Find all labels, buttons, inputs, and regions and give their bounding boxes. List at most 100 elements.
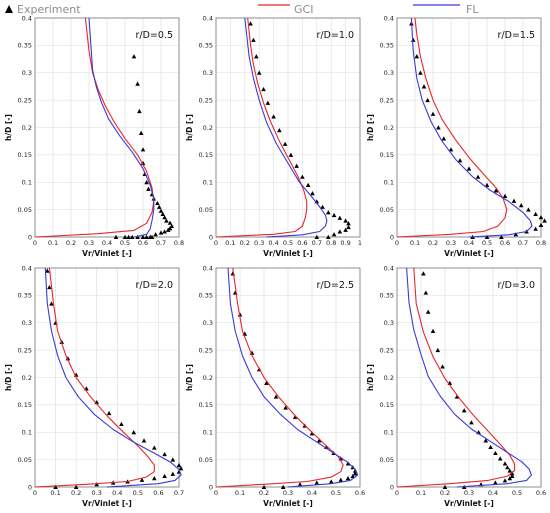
y-tick-label: 0.4: [203, 14, 213, 22]
experiment-point: [454, 394, 460, 399]
x-tick-label: 0.7: [156, 239, 166, 247]
experiment-point: [139, 477, 145, 482]
y-tick-label: 0.3: [384, 69, 394, 77]
experiment-point: [421, 84, 427, 89]
experiment-point: [144, 234, 149, 239]
gci-series-line: [396, 267, 516, 488]
experiment-point: [538, 215, 544, 220]
y-tick-label: 0.1: [203, 429, 213, 437]
experiment-point: [162, 215, 167, 220]
plot-frame: [215, 17, 361, 238]
x-tick-label: 0.6: [297, 239, 307, 247]
experiment-point: [131, 430, 137, 435]
y-tick-label: 0.2: [22, 124, 32, 132]
experiment-point: [144, 180, 149, 185]
experiment-point: [170, 457, 176, 462]
experiment-point: [135, 234, 140, 239]
x-tick-label: 0.3: [446, 239, 456, 247]
experiment-point: [345, 461, 351, 466]
experiment-point: [499, 234, 504, 239]
x-tick-label: 0: [395, 239, 399, 247]
experiment-point: [507, 476, 513, 481]
x-tick-label: 0.5: [482, 239, 492, 247]
experiment-point: [352, 471, 358, 476]
x-tick-label: 0.1: [416, 489, 426, 497]
fl-series-line: [406, 267, 532, 488]
y-tick-label: 0.15: [18, 151, 32, 159]
x-tick-label: 0.1: [410, 239, 420, 247]
y-tick-label: 0.15: [199, 151, 213, 159]
experiment-point: [271, 114, 276, 119]
x-tick-label: 0.2: [71, 489, 81, 497]
experiment-point: [430, 328, 436, 333]
gci-series-line: [396, 17, 508, 238]
fl-series-line: [227, 267, 359, 488]
experiment-point: [448, 147, 454, 152]
panel-title: r/D=3.0: [498, 280, 536, 291]
experiment-point: [440, 364, 445, 369]
y-tick-label: 0.15: [380, 151, 394, 159]
experiment-point: [483, 438, 489, 443]
y-tick-label: 0.2: [384, 374, 394, 382]
experiment-point: [282, 141, 288, 146]
y-tick-label: 0.1: [203, 179, 213, 187]
experiment-point: [131, 54, 137, 59]
experiment-point: [421, 271, 426, 276]
experiment-point: [49, 301, 54, 306]
x-tick-label: 0.1: [48, 239, 58, 247]
experiment-point: [156, 204, 162, 209]
y-tick-label: 0: [209, 483, 213, 491]
x-tick-label: 0.6: [355, 489, 365, 497]
y-tick-label: 0: [390, 483, 394, 491]
x-tick-label: 0.7: [312, 239, 322, 247]
experiment-point: [146, 186, 151, 191]
y-tick-label: 0.1: [22, 429, 32, 437]
y-axis-label: h/D [-]: [366, 114, 375, 141]
x-tick-label: 0.3: [464, 489, 474, 497]
chart-panel-6: 0 0.1 0.2 0.3 0.4 0.5 0.6 0 0.05 0.1 0.15 0.2 0.25 0.…: [366, 264, 546, 508]
panel-title: r/D=1.0: [317, 30, 355, 41]
x-axis-label: Vr/Vinlet [-]: [263, 249, 313, 258]
y-tick-label: 0.15: [380, 401, 394, 409]
experiment-point: [466, 166, 472, 171]
experiment-point: [162, 451, 167, 457]
panel-title: r/D=2.5: [317, 280, 355, 291]
experiment-point: [178, 466, 184, 471]
fl-series-line: [244, 17, 328, 238]
x-tick-label: 0.2: [240, 239, 250, 247]
experiment-point: [273, 394, 279, 399]
x-tick-label: 0: [33, 239, 37, 247]
x-tick-label: 0.3: [84, 239, 94, 247]
y-tick-label: 0.4: [384, 14, 394, 22]
experiment-point: [484, 234, 490, 239]
experiment-point: [300, 174, 305, 179]
y-tick-label: 0.4: [203, 264, 213, 272]
y-tick-label: 0.25: [18, 96, 32, 104]
y-axis-label: h/D [-]: [185, 114, 194, 141]
experiment-point: [475, 174, 481, 179]
x-tick-label: 0.5: [133, 489, 143, 497]
experiment-point: [414, 54, 420, 59]
y-tick-label: 0.25: [380, 346, 394, 354]
experiment-point: [129, 234, 135, 239]
experiment-point: [158, 230, 164, 235]
experiment-point: [140, 147, 146, 152]
experiment-point: [138, 130, 144, 135]
experiment-point: [343, 227, 348, 232]
experiment-point: [337, 229, 343, 234]
experiment-point: [140, 234, 146, 239]
experiment-point: [436, 125, 441, 130]
chart-panel-5: 0 0.1 0.2 0.3 0.4 0.5 0.6 0 0.05 0.1 0.15 0.2 0.25 0.…: [185, 264, 365, 508]
fl-series-line: [410, 17, 533, 238]
experiment-point: [442, 484, 448, 489]
y-tick-label: 0.25: [380, 96, 394, 104]
experiment-point: [122, 234, 128, 239]
y-axis-label: h/D [-]: [185, 364, 194, 391]
experiment-point: [152, 476, 157, 481]
x-tick-label: 0.5: [331, 489, 341, 497]
experiment-point: [457, 158, 463, 163]
panel-title: r/D=1.5: [498, 30, 536, 41]
y-tick-label: 0.3: [203, 69, 213, 77]
experiment-point: [170, 471, 176, 476]
